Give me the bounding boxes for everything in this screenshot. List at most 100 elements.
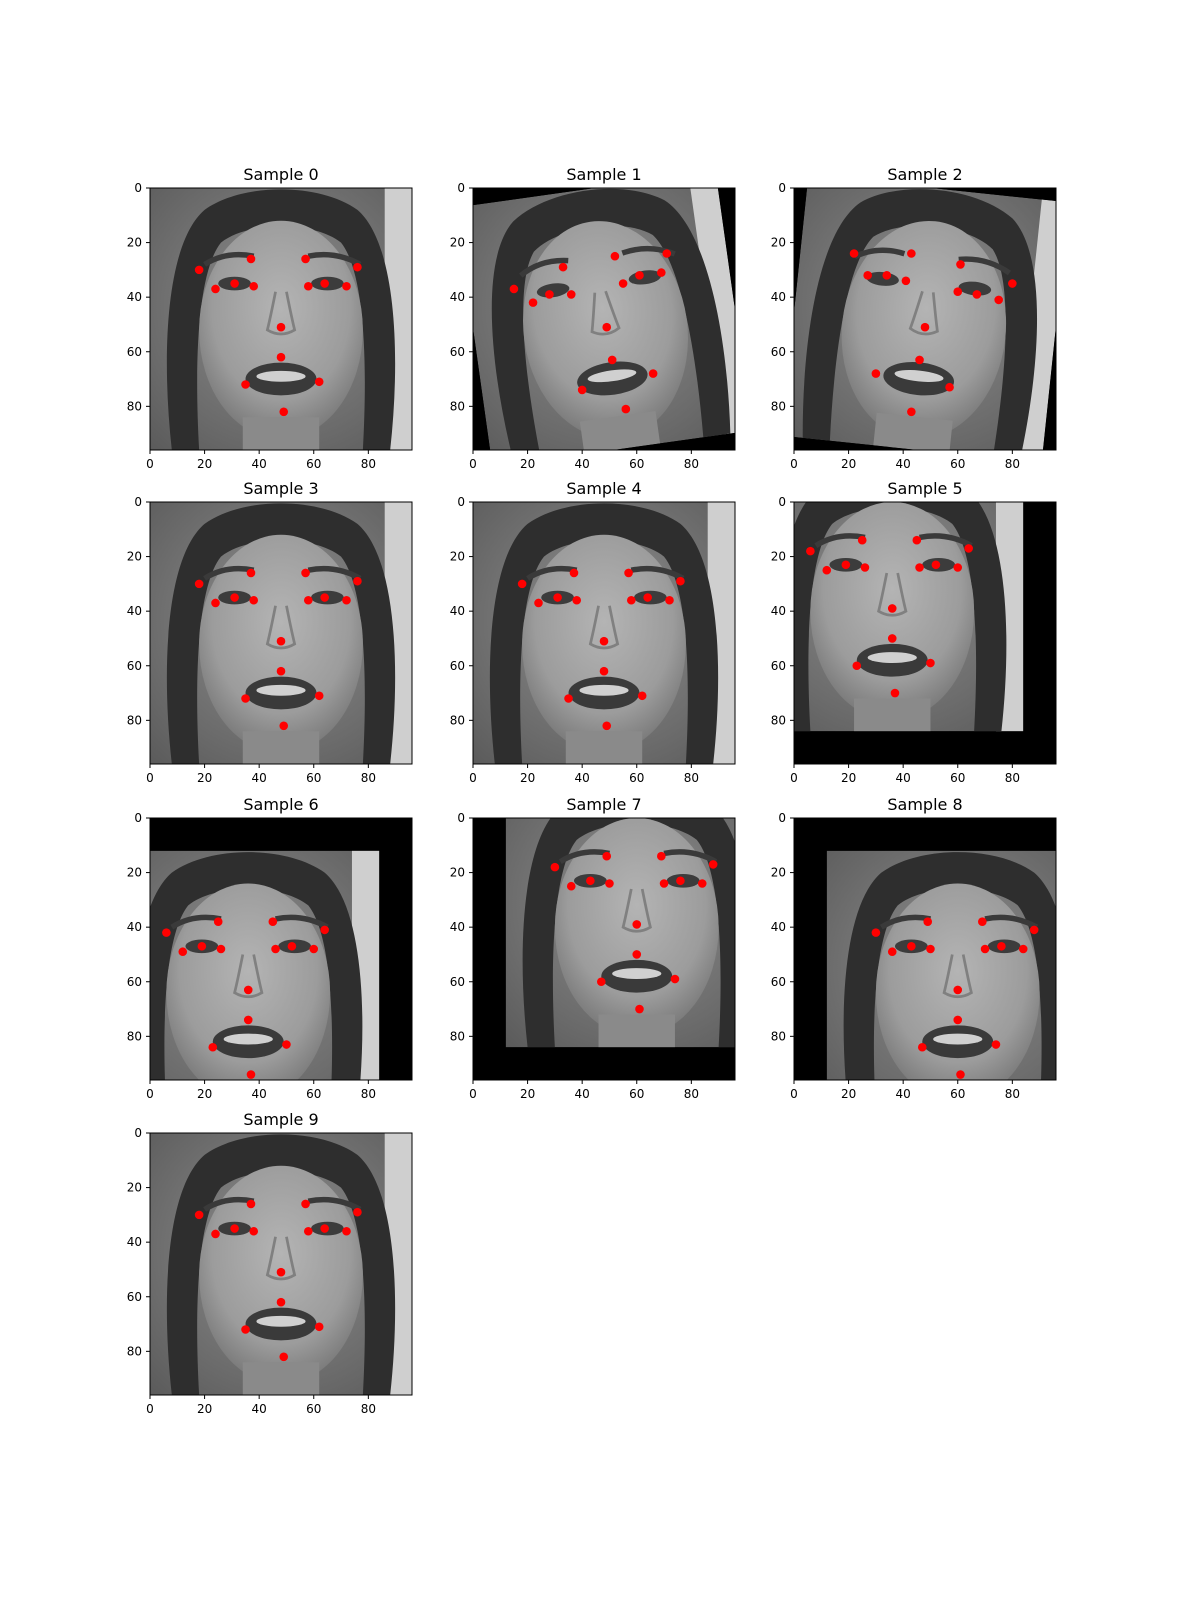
y-tick-label: 40 — [127, 290, 142, 304]
landmark-point-5 — [301, 568, 310, 578]
x-tick-label: 20 — [197, 771, 212, 785]
panel-9: 0 20 40 60 80 0 20 40 60 80 Sample 9 — [127, 1110, 413, 1416]
landmark-point-11 — [887, 634, 897, 643]
y-tick-label: 40 — [771, 290, 786, 304]
landmark-point-7 — [618, 279, 628, 288]
landmark-point-1 — [213, 917, 223, 927]
landmark-point-2 — [528, 298, 538, 307]
y-tick-label: 60 — [771, 345, 786, 359]
landmark-point-4 — [860, 563, 870, 572]
landmark-point-13 — [945, 382, 954, 392]
panel-image-7 — [473, 818, 735, 1080]
landmark-point-7 — [915, 563, 924, 572]
x-tick-label: 20 — [841, 457, 856, 471]
landmark-point-8 — [320, 593, 329, 602]
y-tick-label: 80 — [771, 1029, 786, 1043]
landmark-point-8 — [931, 560, 941, 570]
landmark-point-9 — [994, 295, 1003, 305]
landmark-point-0 — [806, 546, 815, 556]
landmark-point-12 — [241, 380, 250, 389]
landmark-point-3 — [841, 560, 851, 570]
landmark-point-12 — [596, 977, 606, 987]
landmark-point-7 — [980, 944, 990, 954]
landmark-point-4 — [605, 879, 614, 888]
landmark-point-3 — [230, 279, 239, 288]
landmark-point-2 — [822, 565, 832, 575]
panel-6: 0 20 40 60 80 0 20 40 60 80 Sample 6 — [127, 795, 413, 1101]
panel-title-7: Sample 7 — [566, 795, 641, 814]
landmark-point-9 — [342, 595, 351, 605]
landmark-point-2 — [566, 881, 576, 891]
landmark-point-12 — [241, 694, 250, 703]
landmark-point-4 — [249, 1226, 259, 1236]
panel-0: 0 20 40 60 80 0 20 40 60 80 Sample 0 — [127, 165, 413, 471]
landmark-point-14 — [279, 407, 289, 417]
landmark-point-6 — [353, 576, 362, 586]
landmark-point-8 — [320, 279, 329, 288]
y-tick-label: 0 — [778, 495, 786, 509]
panel-image-9 — [150, 1133, 412, 1395]
landmark-point-9 — [697, 879, 707, 888]
y-tick-label: 40 — [127, 920, 142, 934]
y-tick-label: 0 — [134, 811, 142, 825]
x-tick-label: 40 — [896, 457, 911, 471]
x-tick-label: 0 — [146, 771, 154, 785]
face-image-2 — [781, 175, 1069, 463]
landmark-point-0 — [162, 928, 171, 937]
y-tick-label: 20 — [771, 866, 786, 880]
landmark-point-0 — [849, 249, 859, 258]
landmark-point-4 — [926, 944, 935, 954]
landmark-point-13 — [314, 377, 324, 387]
y-tick-label: 80 — [771, 399, 786, 413]
landmark-point-10 — [276, 322, 286, 332]
panel-8: 0 20 40 60 80 0 20 40 60 80 Sample 8 — [771, 795, 1057, 1101]
landmark-point-12 — [852, 661, 862, 671]
landmark-point-4 — [249, 281, 259, 291]
landmark-point-11 — [632, 950, 642, 959]
panel-image-0 — [150, 188, 412, 450]
landmark-point-14 — [907, 407, 916, 417]
x-tick-label: 80 — [1005, 771, 1020, 785]
landmark-point-2 — [534, 598, 543, 608]
landmark-point-6 — [662, 249, 672, 258]
landmark-point-4 — [901, 276, 911, 286]
landmark-point-2 — [211, 284, 220, 294]
y-tick-label: 40 — [127, 1235, 142, 1249]
y-tick-label: 0 — [134, 495, 142, 509]
landmark-point-13 — [314, 1322, 324, 1332]
x-tick-label: 20 — [520, 457, 535, 471]
y-tick-label: 80 — [771, 713, 786, 727]
face-image-1 — [456, 171, 752, 467]
landmark-point-10 — [887, 604, 897, 613]
landmark-point-10 — [602, 322, 612, 332]
x-tick-label: 20 — [520, 771, 535, 785]
landmark-point-3 — [545, 290, 554, 299]
x-tick-label: 80 — [684, 1087, 699, 1101]
landmark-point-3 — [230, 593, 239, 602]
landmark-point-1 — [558, 262, 568, 272]
landmark-point-8 — [635, 271, 644, 280]
panel-4: 0 20 40 60 80 0 20 40 60 80 Sample 4 — [450, 479, 736, 785]
landmark-point-8 — [676, 876, 685, 886]
axes-frame — [149, 187, 413, 451]
landmark-point-6 — [353, 262, 362, 272]
landmark-point-6 — [708, 860, 718, 869]
y-tick-label: 60 — [450, 659, 465, 673]
y-tick-label: 80 — [450, 399, 465, 413]
landmark-point-3 — [197, 941, 207, 951]
landmark-point-11 — [276, 352, 286, 362]
landmark-point-14 — [635, 1004, 644, 1014]
landmark-point-12 — [208, 1042, 218, 1052]
axes-frame — [149, 817, 413, 1081]
axes-frame — [472, 501, 736, 765]
x-tick-label: 80 — [361, 1402, 376, 1416]
y-tick-label: 60 — [771, 975, 786, 989]
panel-image-1 — [456, 171, 752, 467]
landmark-point-6 — [320, 925, 329, 935]
landmark-point-7 — [626, 595, 636, 605]
landmark-point-9 — [665, 595, 674, 605]
landmark-point-9 — [309, 944, 319, 954]
y-tick-label: 40 — [127, 604, 142, 618]
y-tick-label: 20 — [127, 550, 142, 564]
landmark-point-1 — [923, 917, 933, 927]
